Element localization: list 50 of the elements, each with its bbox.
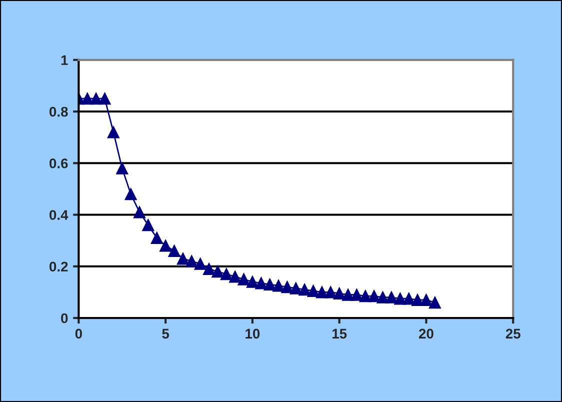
point [116,162,128,174]
point [333,287,346,300]
point [385,291,398,304]
point [359,290,372,302]
point [342,288,354,301]
point [238,273,250,286]
y-tick-label: 1 [61,55,68,65]
point [428,296,441,309]
x-tick-label: 25 [506,328,520,339]
point [324,286,337,298]
point [168,244,180,257]
x-tick-label: 5 [162,328,170,339]
point [264,278,276,291]
point [186,255,198,268]
point [159,240,172,252]
point [255,277,268,290]
point [394,292,406,305]
point [176,252,190,265]
point [281,280,294,294]
point [124,188,137,200]
point [246,276,259,288]
point [81,92,94,105]
y-tick-label: 0.6 [50,158,68,168]
point [272,280,285,292]
point [212,265,224,278]
y-tick-label: 0.2 [50,262,68,272]
x-tick-label: 0 [75,328,82,339]
x-tick-label: 10 [246,328,260,339]
point [420,294,432,306]
point [202,262,216,276]
point [220,268,232,280]
point [150,232,163,244]
y-tick-label: 0.8 [50,106,68,117]
x-tick-label: 15 [332,328,347,339]
point [298,284,311,296]
point [107,126,120,138]
point [98,92,111,105]
point [376,291,389,304]
point [350,288,363,301]
y-tick-label: 0 [61,313,68,324]
point [368,290,380,302]
point [290,282,302,294]
point [133,206,146,218]
point [142,218,154,232]
x-tick-label: 20 [418,328,434,339]
point [307,284,320,297]
point [402,292,415,305]
y-tick-label: 0.4 [50,210,68,220]
point [194,258,206,270]
point [229,270,242,283]
